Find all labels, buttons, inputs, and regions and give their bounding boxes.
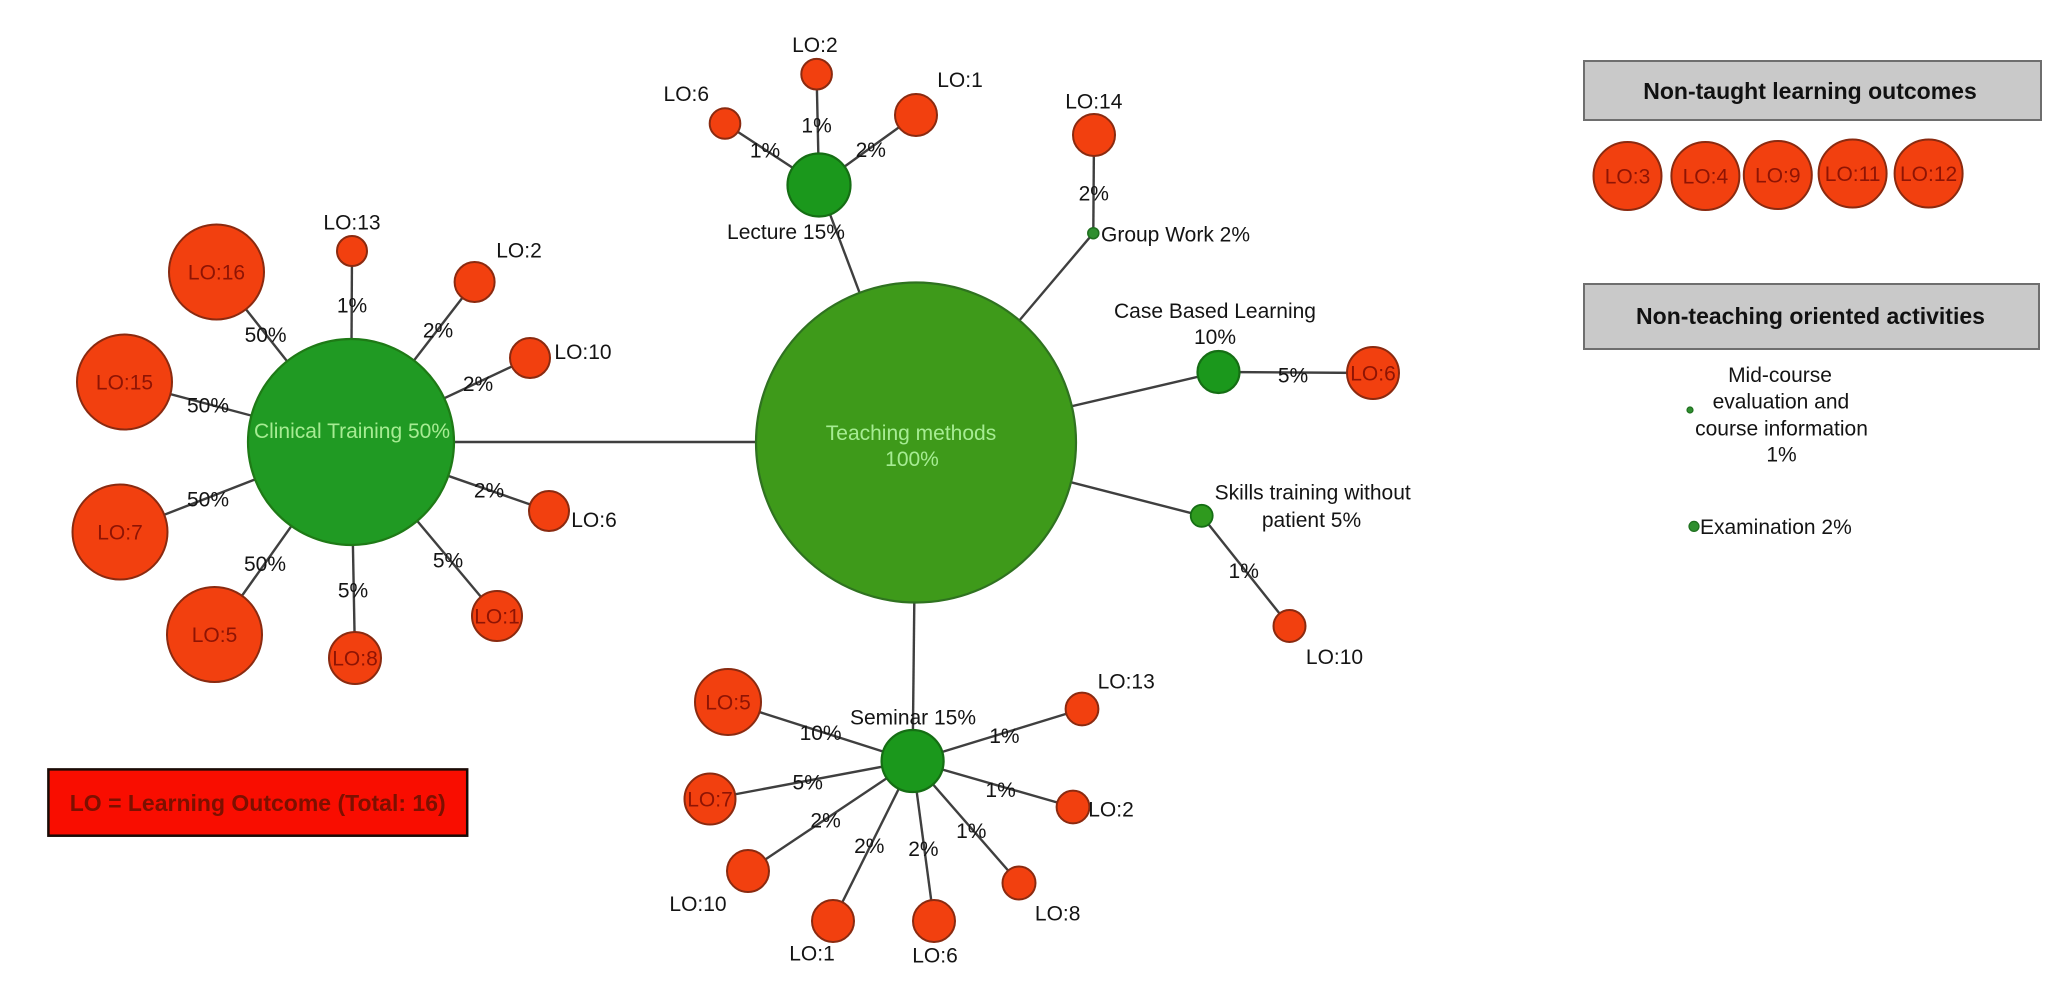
svg-text:LO:8: LO:8 — [332, 648, 378, 671]
svg-text:LO:5: LO:5 — [705, 692, 751, 715]
svg-text:100%: 100% — [885, 448, 939, 471]
svg-text:LO:2: LO:2 — [1088, 799, 1134, 822]
svg-text:LO:8: LO:8 — [1035, 903, 1081, 926]
svg-text:LO:13: LO:13 — [323, 212, 380, 235]
svg-text:2%: 2% — [474, 480, 504, 503]
svg-text:evaluation and: evaluation and — [1713, 390, 1850, 413]
svg-text:Mid-course: Mid-course — [1728, 364, 1832, 387]
svg-text:LO:2: LO:2 — [496, 240, 542, 263]
svg-text:LO:3: LO:3 — [1605, 166, 1651, 189]
svg-text:LO:2: LO:2 — [792, 34, 838, 57]
svg-text:1%: 1% — [337, 295, 367, 318]
svg-text:10%: 10% — [800, 722, 842, 745]
svg-text:1%: 1% — [801, 114, 831, 137]
svg-text:2%: 2% — [1079, 182, 1109, 205]
svg-text:2%: 2% — [423, 320, 453, 343]
svg-text:1%: 1% — [1229, 560, 1259, 583]
svg-text:50%: 50% — [187, 489, 229, 512]
svg-text:2%: 2% — [463, 373, 493, 396]
svg-text:LO:15: LO:15 — [96, 372, 153, 395]
svg-text:5%: 5% — [433, 550, 463, 573]
svg-text:Teaching methods: Teaching methods — [826, 422, 996, 445]
svg-text:LO:6: LO:6 — [571, 509, 617, 532]
svg-text:10%: 10% — [1194, 326, 1236, 349]
svg-text:LO = Learning Outcome (Total:: LO = Learning Outcome (Total: 16) — [70, 790, 446, 816]
svg-text:LO:5: LO:5 — [192, 624, 238, 647]
svg-text:1%: 1% — [985, 779, 1015, 802]
svg-text:LO:9: LO:9 — [1755, 165, 1801, 188]
svg-text:Skills training without: Skills training without — [1215, 482, 1411, 505]
svg-text:LO:7: LO:7 — [687, 789, 733, 812]
svg-text:Examination 2%: Examination 2% — [1700, 516, 1852, 539]
svg-text:LO:6: LO:6 — [1350, 363, 1396, 386]
svg-text:LO:12: LO:12 — [1900, 163, 1957, 186]
svg-text:LO:16: LO:16 — [188, 262, 245, 285]
svg-text:Lecture 15%: Lecture 15% — [727, 221, 845, 244]
svg-text:50%: 50% — [245, 324, 287, 347]
svg-text:2%: 2% — [856, 139, 886, 162]
svg-text:5%: 5% — [793, 771, 823, 794]
svg-text:2%: 2% — [854, 835, 884, 858]
svg-text:Non-taught learning outcomes: Non-taught learning outcomes — [1643, 78, 1977, 104]
svg-text:50%: 50% — [187, 395, 229, 418]
svg-text:1%: 1% — [989, 725, 1019, 748]
svg-text:LO:1: LO:1 — [789, 943, 835, 966]
svg-text:Group Work 2%: Group Work 2% — [1101, 223, 1250, 246]
svg-text:5%: 5% — [1278, 365, 1308, 388]
svg-text:LO:1: LO:1 — [474, 606, 520, 629]
svg-text:1%: 1% — [956, 820, 986, 843]
svg-text:patient 5%: patient 5% — [1262, 509, 1361, 532]
svg-text:50%: 50% — [244, 553, 286, 576]
svg-text:LO:13: LO:13 — [1098, 671, 1155, 694]
svg-text:1%: 1% — [750, 140, 780, 163]
svg-text:LO:14: LO:14 — [1065, 91, 1123, 114]
svg-text:Seminar 15%: Seminar 15% — [850, 707, 976, 730]
svg-text:LO:10: LO:10 — [669, 893, 726, 916]
svg-text:LO:4: LO:4 — [1683, 166, 1729, 189]
svg-text:1%: 1% — [1766, 444, 1796, 467]
svg-text:Clinical Training 50%: Clinical Training 50% — [254, 420, 450, 443]
svg-text:LO:10: LO:10 — [1306, 646, 1363, 669]
svg-text:LO:7: LO:7 — [97, 522, 143, 545]
svg-text:LO:6: LO:6 — [912, 945, 958, 968]
svg-text:LO:1: LO:1 — [937, 69, 983, 92]
svg-text:LO:11: LO:11 — [1825, 163, 1881, 186]
svg-text:LO:6: LO:6 — [664, 83, 710, 106]
svg-text:Case Based Learning: Case Based Learning — [1114, 300, 1316, 323]
svg-text:2%: 2% — [810, 809, 840, 832]
svg-text:course information: course information — [1695, 417, 1868, 440]
svg-text:LO:10: LO:10 — [554, 341, 611, 364]
svg-text:2%: 2% — [908, 838, 938, 861]
svg-text:Non-teaching oriented activiti: Non-teaching oriented activities — [1636, 303, 1985, 329]
svg-text:5%: 5% — [338, 580, 368, 603]
